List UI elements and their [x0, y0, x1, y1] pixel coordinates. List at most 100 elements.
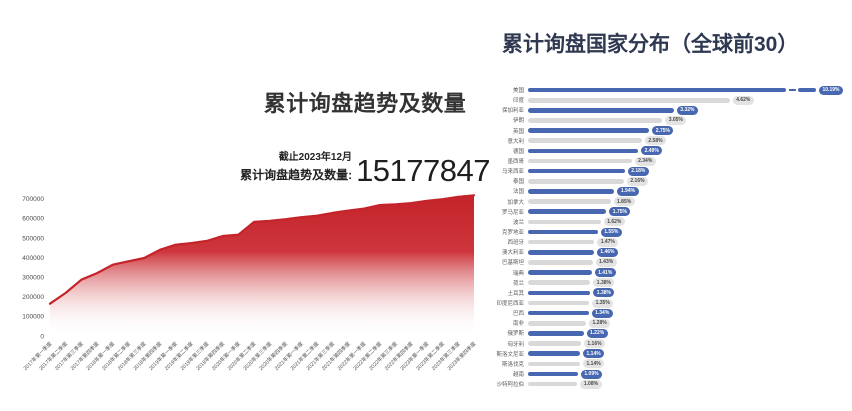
country-row: 加拿大 1.85% [486, 197, 852, 207]
value-pill: 2.16% [626, 176, 649, 186]
value-pill: 1.85% [613, 197, 635, 207]
value-pill: 2.75% [652, 126, 674, 136]
country-row: 英国 2.75% [486, 126, 852, 136]
value-pill: 1.94% [617, 186, 639, 196]
value-pill: 1.16% [583, 339, 606, 349]
country-bar [528, 108, 674, 113]
country-bar [528, 97, 730, 103]
value-pill: 1.47% [597, 237, 619, 247]
y-tick-label: 100000 [22, 314, 44, 321]
y-tick-label: 300000 [22, 275, 44, 282]
country-bar [528, 168, 625, 174]
country-row: 斯洛伐克 1.14% [486, 359, 852, 369]
country-bar [528, 260, 593, 265]
y-tick-label: 500000 [22, 235, 44, 242]
value-pill: 1.55% [600, 227, 622, 237]
country-row: 南非 1.28% [486, 318, 852, 328]
trend-stat-labels: 截止2023年12月 累计询盘趋势及数量: [240, 148, 352, 186]
country-bar [528, 118, 663, 123]
country-row: 克罗地亚 1.55% [486, 227, 852, 237]
country-label: 斯洛文尼亚 [496, 351, 524, 358]
country-row: 斯洛文尼亚 1.14% [486, 349, 852, 359]
stat-asof-label: 截止2023年12月 [278, 152, 353, 163]
country-bar [528, 179, 624, 184]
x-tick-label: 2017年第一季度 [21, 340, 53, 372]
country-row: 西班牙 1.47% [486, 237, 852, 247]
value-pill: 1.38% [593, 278, 615, 288]
country-label: 巴基斯坦 [501, 260, 524, 267]
country-row: 法国 1.94% [486, 186, 852, 196]
country-label: 美国 [512, 88, 524, 95]
country-row: 墨西哥 2.34% [486, 156, 852, 166]
country-label: 波兰 [512, 219, 524, 226]
country-label: 土耳其 [507, 290, 524, 297]
country-label: 英国 [512, 128, 524, 135]
country-label: 墨西哥 [507, 159, 524, 166]
country-label: 斯洛伐克 [501, 361, 524, 368]
area-chart: 0 100000 200000 300000 400000 500000 600000 700… [21, 194, 477, 372]
country-bar [528, 331, 584, 336]
country-bar [528, 341, 581, 346]
area-fill [50, 195, 474, 336]
country-bar [528, 199, 611, 204]
country-label: 澳大利亚 [501, 250, 524, 257]
country-bar [528, 138, 642, 144]
country-bar [528, 148, 639, 154]
country-bar [528, 321, 586, 326]
country-row: 瑞典 1.41% [486, 268, 852, 278]
value-pill: 2.34% [634, 156, 656, 166]
y-tick-label: 400000 [22, 255, 44, 262]
country-label: 加拿大 [507, 199, 524, 206]
value-pill: 4.62% [732, 95, 754, 105]
country-bar [528, 300, 590, 306]
country-label: 克罗地亚 [501, 230, 524, 237]
country-label: 伊朗 [512, 118, 524, 125]
country-label: 沙特阿拉伯 [496, 382, 524, 389]
country-label: 德国 [512, 148, 524, 155]
country-bar [528, 280, 591, 286]
country-row: 巴基斯坦 1.43% [486, 257, 852, 267]
country-label: 西班牙 [507, 240, 524, 247]
country-bar [528, 87, 786, 93]
value-pill: 1.41% [594, 268, 616, 278]
axis-break-dash [788, 89, 796, 91]
country-bar [528, 219, 601, 225]
country-bar [528, 290, 591, 296]
country-label: 泰国 [512, 179, 524, 186]
country-label: 印度 [512, 98, 524, 105]
country-label: 瑞典 [512, 270, 524, 277]
country-bar [528, 128, 650, 133]
country-row: 意大利 2.58% [486, 136, 852, 146]
value-pill: 3.32% [676, 105, 698, 115]
country-bar [528, 310, 589, 316]
country-row: 印度尼西亚 1.35% [486, 298, 852, 308]
value-pill: 1.75% [609, 207, 631, 217]
country-row: 泰国 2.16% [486, 176, 852, 186]
country-label: 罗马尼亚 [501, 209, 524, 216]
country-label: 意大利 [507, 138, 524, 145]
country-row: 俄罗斯 1.22% [486, 328, 852, 338]
value-pill: 1.35% [592, 298, 614, 308]
country-label: 荷兰 [512, 280, 524, 287]
trend-line [48, 194, 476, 305]
value-pill: 1.08% [580, 379, 602, 389]
value-pill: 3.05% [665, 115, 687, 125]
country-bar [528, 239, 595, 245]
country-label: 法国 [512, 189, 524, 196]
country-label: 越南 [512, 372, 524, 378]
value-pill: 1.14% [583, 359, 605, 369]
trend-stat-block: 截止2023年12月 累计询盘趋势及数量: 15177847 [200, 148, 490, 186]
y-tick-label: 0 [40, 333, 44, 340]
value-pill: 1.09% [580, 369, 603, 379]
country-bar [528, 351, 580, 357]
country-bar-continued [798, 87, 816, 93]
country-label: 马来西亚 [501, 169, 524, 176]
country-label: 巴西 [512, 311, 524, 318]
value-pill: 1.43% [595, 257, 617, 267]
country-label: 匈牙利 [507, 341, 524, 348]
country-bar [528, 381, 578, 387]
country-bar [528, 250, 594, 255]
country-row: 德国 2.49% [486, 146, 852, 156]
value-pill: 2.49% [641, 146, 663, 156]
